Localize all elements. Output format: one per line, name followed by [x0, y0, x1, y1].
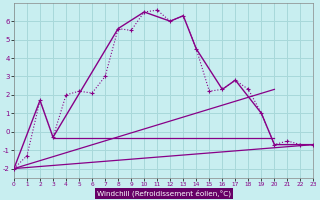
X-axis label: Windchill (Refroidissement éolien,°C): Windchill (Refroidissement éolien,°C) [97, 190, 231, 197]
